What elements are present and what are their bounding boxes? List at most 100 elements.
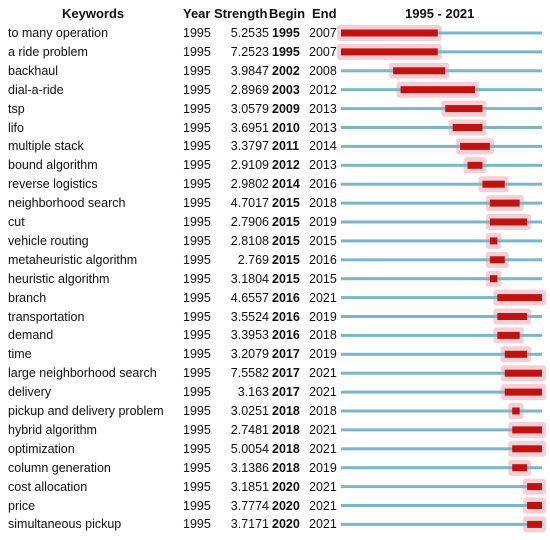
row-begin: 2012 xyxy=(272,158,300,173)
row-end: 2019 xyxy=(309,309,337,324)
row-begin: 2017 xyxy=(272,366,300,381)
row-year: 1995 xyxy=(183,441,211,456)
row-begin: 2016 xyxy=(272,309,300,324)
burst-bar xyxy=(512,464,528,472)
row-strength: 3.0251 xyxy=(230,404,269,418)
row-end: 2008 xyxy=(309,63,337,78)
row-year: 1995 xyxy=(183,517,211,532)
row-keyword: demand xyxy=(8,328,54,343)
row-end: 2021 xyxy=(309,290,337,305)
row-begin: 2015 xyxy=(272,252,300,267)
row-end: 2013 xyxy=(309,158,337,173)
row-strength: 3.1386 xyxy=(230,460,269,475)
row-keyword: lifo xyxy=(8,120,24,135)
row-strength: 3.9847 xyxy=(230,63,269,78)
timeline-baseline xyxy=(341,485,542,489)
timeline-baseline xyxy=(341,522,542,526)
row-end: 2015 xyxy=(309,271,337,286)
row-begin: 2009 xyxy=(272,101,300,116)
burst-bar xyxy=(504,388,542,396)
row-begin: 2018 xyxy=(272,422,300,437)
row-year: 1995 xyxy=(183,404,211,418)
row-keyword: backhaul xyxy=(8,63,59,78)
header-begin: Begin xyxy=(269,6,306,21)
row-year: 1995 xyxy=(183,252,211,267)
burst-bar xyxy=(527,502,542,509)
row-year: 1995 xyxy=(183,44,211,59)
row-strength: 7.2523 xyxy=(230,44,269,59)
row-year: 1995 xyxy=(183,233,211,248)
row-end: 2014 xyxy=(309,139,337,154)
row-keyword: neighborhood search xyxy=(8,196,126,211)
timeline-baseline xyxy=(341,239,542,243)
timeline-baseline xyxy=(341,371,542,375)
row-keyword: column generation xyxy=(8,460,111,475)
row-begin: 1995 xyxy=(272,44,300,59)
row-keyword: simultaneous pickup xyxy=(8,517,122,532)
row-keyword: price xyxy=(8,498,36,513)
burst-bar xyxy=(400,86,475,94)
timeline-baseline xyxy=(341,107,542,111)
row-end: 2018 xyxy=(309,404,337,418)
row-strength: 5.0054 xyxy=(230,441,269,456)
row-begin: 2020 xyxy=(272,517,300,532)
timeline-baseline xyxy=(341,333,542,337)
row-end: 2021 xyxy=(309,479,337,494)
row-year: 1995 xyxy=(183,479,211,494)
row-keyword: dial-a-ride xyxy=(8,82,64,97)
row-end: 2021 xyxy=(309,366,337,381)
row-year: 1995 xyxy=(183,271,211,286)
row-keyword: hybrid algorithm xyxy=(8,422,97,437)
row-begin: 2017 xyxy=(272,385,300,400)
timeline-baseline xyxy=(341,50,542,54)
row-keyword: time xyxy=(8,347,32,362)
row-begin: 2015 xyxy=(272,196,300,211)
row-year: 1995 xyxy=(183,26,211,40)
row-end: 2013 xyxy=(309,120,337,135)
burst-bar xyxy=(497,331,520,339)
row-keyword: tsp xyxy=(8,101,25,116)
row-year: 1995 xyxy=(183,347,211,362)
row-begin: 2011 xyxy=(272,139,300,154)
burst-bar xyxy=(341,48,438,56)
row-keyword: branch xyxy=(8,290,47,305)
row-year: 1995 xyxy=(183,290,211,305)
row-keyword: optimization xyxy=(8,441,75,456)
row-strength: 3.5524 xyxy=(230,309,269,324)
burst-bar xyxy=(460,142,490,150)
burst-bar xyxy=(504,350,528,358)
row-strength: 2.7481 xyxy=(230,422,269,437)
header-year-range: 1995 - 2021 xyxy=(405,6,475,21)
row-begin: 2002 xyxy=(272,63,300,78)
row-strength: 2.9109 xyxy=(230,158,269,173)
row-keyword: bound algorithm xyxy=(8,158,98,173)
row-keyword: vehicle routing xyxy=(8,233,89,248)
burst-bar xyxy=(489,218,528,226)
row-year: 1995 xyxy=(183,385,211,400)
burst-bar xyxy=(489,275,498,283)
burst-bar xyxy=(445,105,483,113)
row-end: 2013 xyxy=(309,101,337,116)
burst-bar xyxy=(497,313,528,320)
timeline-baseline xyxy=(341,31,542,35)
row-begin: 2015 xyxy=(272,233,300,248)
burst-bar xyxy=(393,67,446,75)
row-begin: 2014 xyxy=(272,177,300,192)
row-strength: 3.163 xyxy=(237,385,269,400)
row-begin: 2015 xyxy=(272,215,300,229)
timeline-baseline xyxy=(341,126,542,129)
timeline-baseline xyxy=(341,409,542,413)
row-begin: 2017 xyxy=(272,347,300,362)
row-year: 1995 xyxy=(183,309,211,324)
burst-bar xyxy=(527,520,542,528)
row-keyword: reverse logistics xyxy=(8,177,98,192)
row-end: 2007 xyxy=(309,44,337,59)
timeline-baseline xyxy=(341,390,542,394)
row-end: 2007 xyxy=(309,26,337,40)
row-year: 1995 xyxy=(183,139,211,154)
burst-bar xyxy=(341,29,438,37)
row-strength: 3.6951 xyxy=(230,120,269,135)
row-strength: 7.5582 xyxy=(230,366,269,381)
burst-bar xyxy=(512,407,520,415)
